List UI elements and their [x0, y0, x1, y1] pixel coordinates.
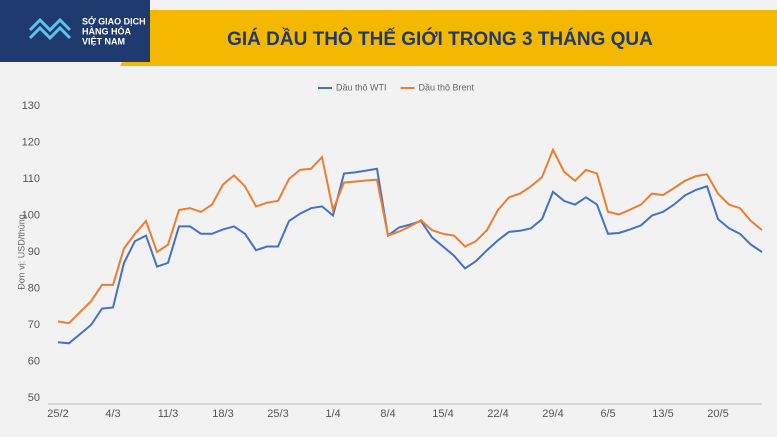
x-tick-label: 11/3 — [158, 408, 179, 420]
line — [57, 167, 763, 345]
y-tick-label: 130 — [22, 100, 40, 112]
legend-label: Dầu thô Brent — [419, 82, 475, 92]
x-tick-label: 13/5 — [652, 408, 673, 420]
y-tick-label: 80 — [28, 282, 40, 294]
x-tick-label: 8/4 — [380, 408, 395, 420]
y-axis-label: Đơn vị: USD/thùng — [16, 214, 26, 289]
logo-icon — [28, 17, 72, 41]
logo-text: HÀNG HÓA — [82, 25, 131, 36]
x-tick-label: 6/5 — [600, 408, 615, 420]
x-tick-label: 25/3 — [267, 408, 288, 420]
logo-text: SỞ GIAO DỊCH — [82, 15, 146, 26]
x-tick-label: 20/5 — [707, 408, 728, 420]
y-tick-label: 60 — [28, 355, 40, 367]
x-tick-label: 4/3 — [105, 408, 120, 420]
x-tick-label: 22/4 — [487, 408, 508, 420]
logo-text: VIỆT NAM — [82, 35, 125, 46]
line — [57, 147, 763, 325]
x-tick-label: 25/2 — [47, 408, 68, 420]
y-tick-label: 70 — [28, 319, 40, 331]
logo-box — [0, 0, 150, 62]
y-tick-label: 50 — [28, 392, 40, 404]
y-tick-label: 110 — [22, 173, 40, 185]
chart-title: GIÁ DẦU THÔ THẾ GIỚI TRONG 3 THÁNG QUA — [227, 28, 653, 50]
x-tick-label: 29/4 — [542, 408, 563, 420]
y-tick-label: 100 — [22, 209, 40, 221]
y-tick-label: 120 — [22, 136, 40, 148]
legend-label: Dầu thô WTI — [336, 82, 387, 92]
title-banner — [120, 10, 777, 66]
x-tick-label: 1/4 — [325, 408, 340, 420]
x-tick-label: 15/4 — [432, 408, 453, 420]
x-tick-label: 18/3 — [212, 408, 233, 420]
y-tick-label: 90 — [28, 246, 40, 258]
